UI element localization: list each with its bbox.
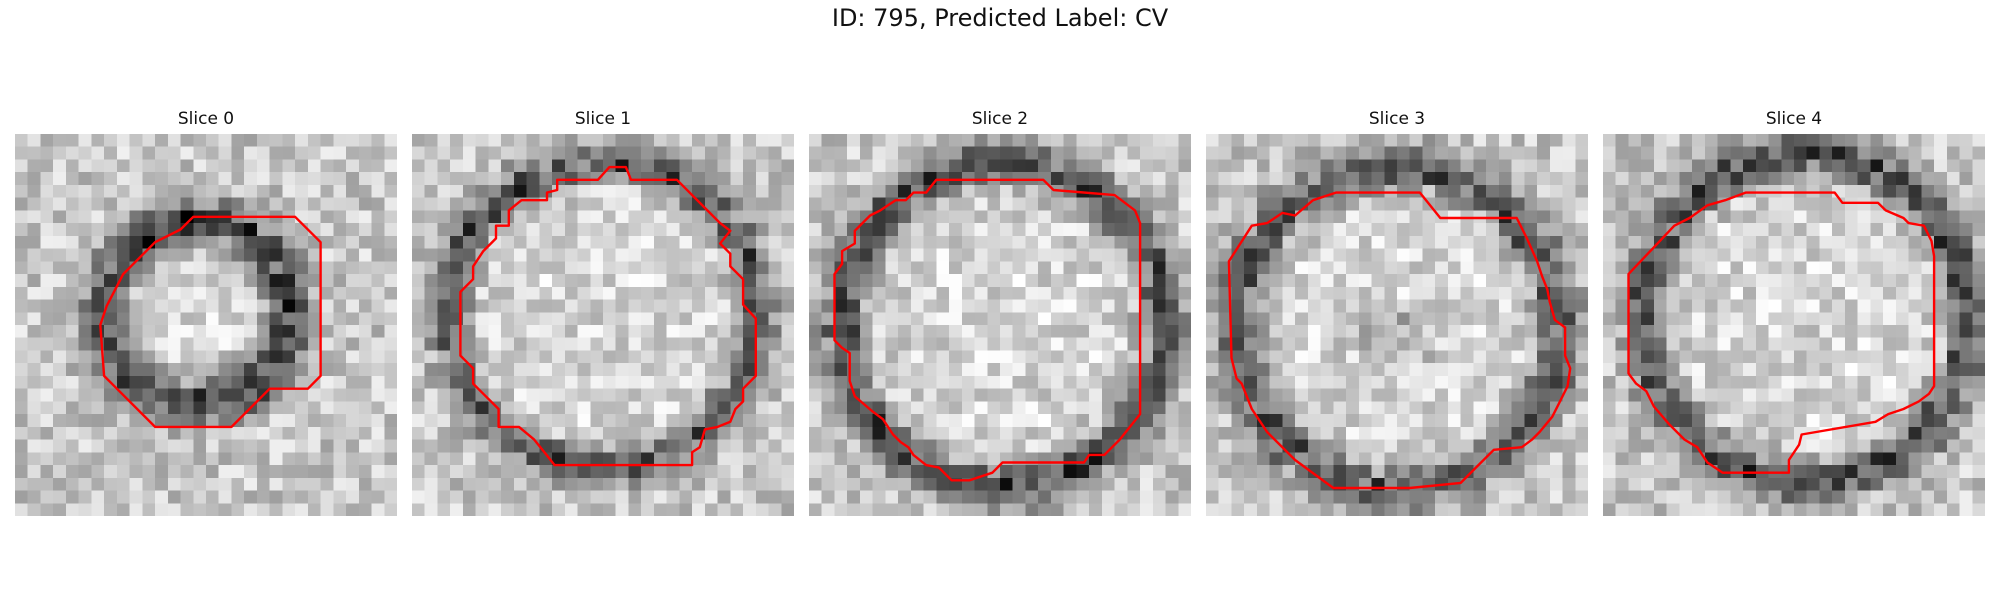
slice-image <box>15 134 397 516</box>
slice-image <box>1206 134 1588 516</box>
slice-title: Slice 4 <box>1765 109 1823 129</box>
segmentation-contour <box>459 165 757 467</box>
slice-panel-2: Slice 2 <box>809 108 1191 516</box>
pixel-grid <box>1206 134 1588 516</box>
pixel-grid <box>1603 134 1985 516</box>
pixel-grid <box>412 134 794 516</box>
segmentation-contour <box>1227 191 1572 490</box>
slice-image <box>412 134 794 516</box>
pixel-grid <box>809 134 1191 516</box>
slice-title: Slice 1 <box>574 109 632 129</box>
segmentation-contour <box>1627 191 1936 474</box>
slice-title: Slice 3 <box>1368 109 1426 129</box>
figure-title: ID: 795, Predicted Label: CV <box>831 4 1169 32</box>
slice-panel-1: Slice 1 <box>412 108 794 516</box>
segmentation-contour <box>833 178 1142 482</box>
slice-panel-0: Slice 0 <box>15 108 397 516</box>
segmentation-contour <box>99 215 322 429</box>
slice-image <box>1603 134 1985 516</box>
slice-panel-3: Slice 3 <box>1206 108 1588 516</box>
slice-title: Slice 2 <box>971 109 1029 129</box>
slice-image <box>809 134 1191 516</box>
slice-panel-4: Slice 4 <box>1603 108 1985 516</box>
slice-title: Slice 0 <box>177 109 235 129</box>
pixel-grid <box>15 134 397 516</box>
